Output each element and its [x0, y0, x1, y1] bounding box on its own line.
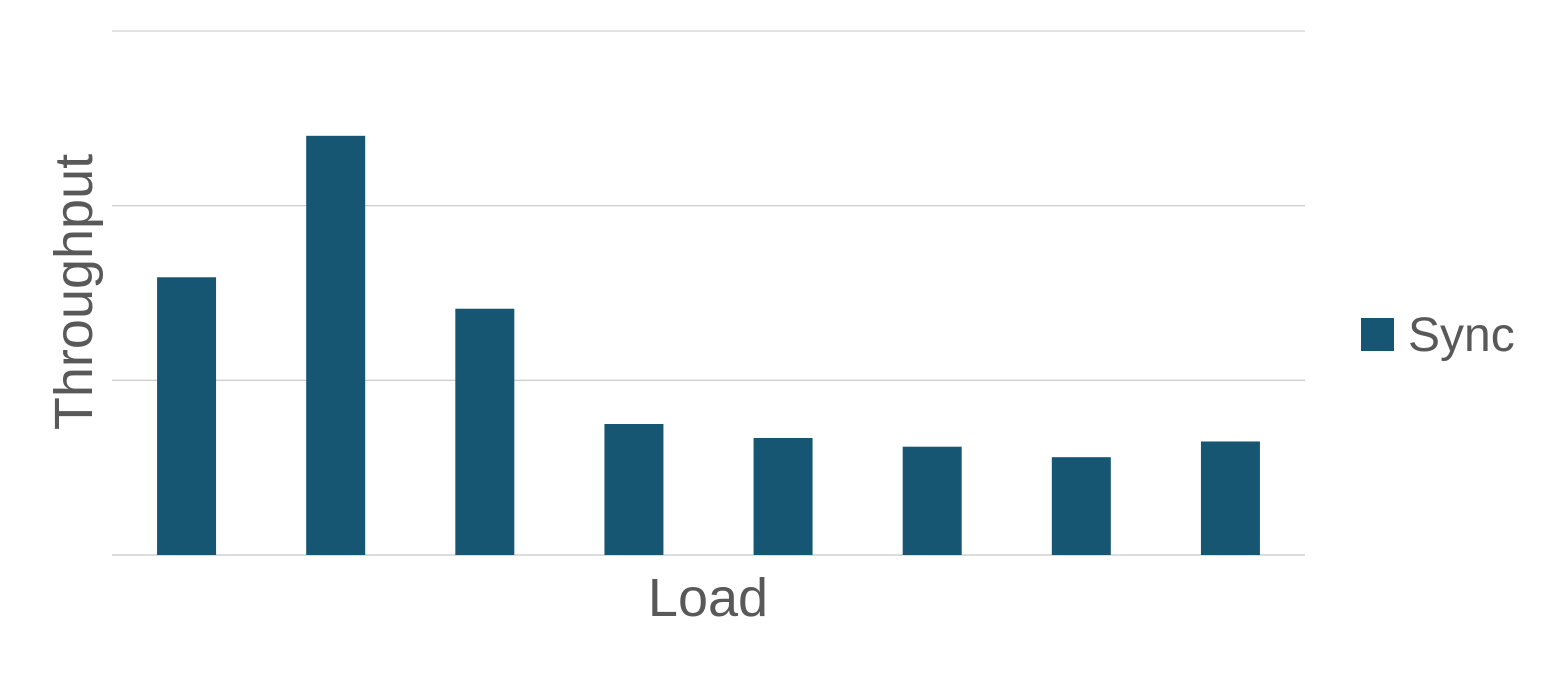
bars — [157, 135, 1260, 556]
legend: Sync — [1361, 309, 1515, 362]
bar-sync-5 — [753, 437, 813, 555]
bar-sync-4 — [604, 424, 664, 555]
bar-sync-7 — [1051, 457, 1111, 555]
legend-label-sync: Sync — [1408, 309, 1515, 362]
bar-sync-3 — [455, 308, 515, 555]
bar-sync-2 — [306, 135, 366, 556]
gridlines — [112, 30, 1305, 556]
bar-sync-6 — [902, 446, 962, 555]
y-axis-label: Throughput — [44, 154, 104, 430]
legend-swatch-sync — [1361, 318, 1394, 351]
x-axis-label: Load — [648, 568, 768, 628]
bar-sync-1 — [157, 277, 217, 555]
bar-sync-8 — [1200, 441, 1260, 555]
